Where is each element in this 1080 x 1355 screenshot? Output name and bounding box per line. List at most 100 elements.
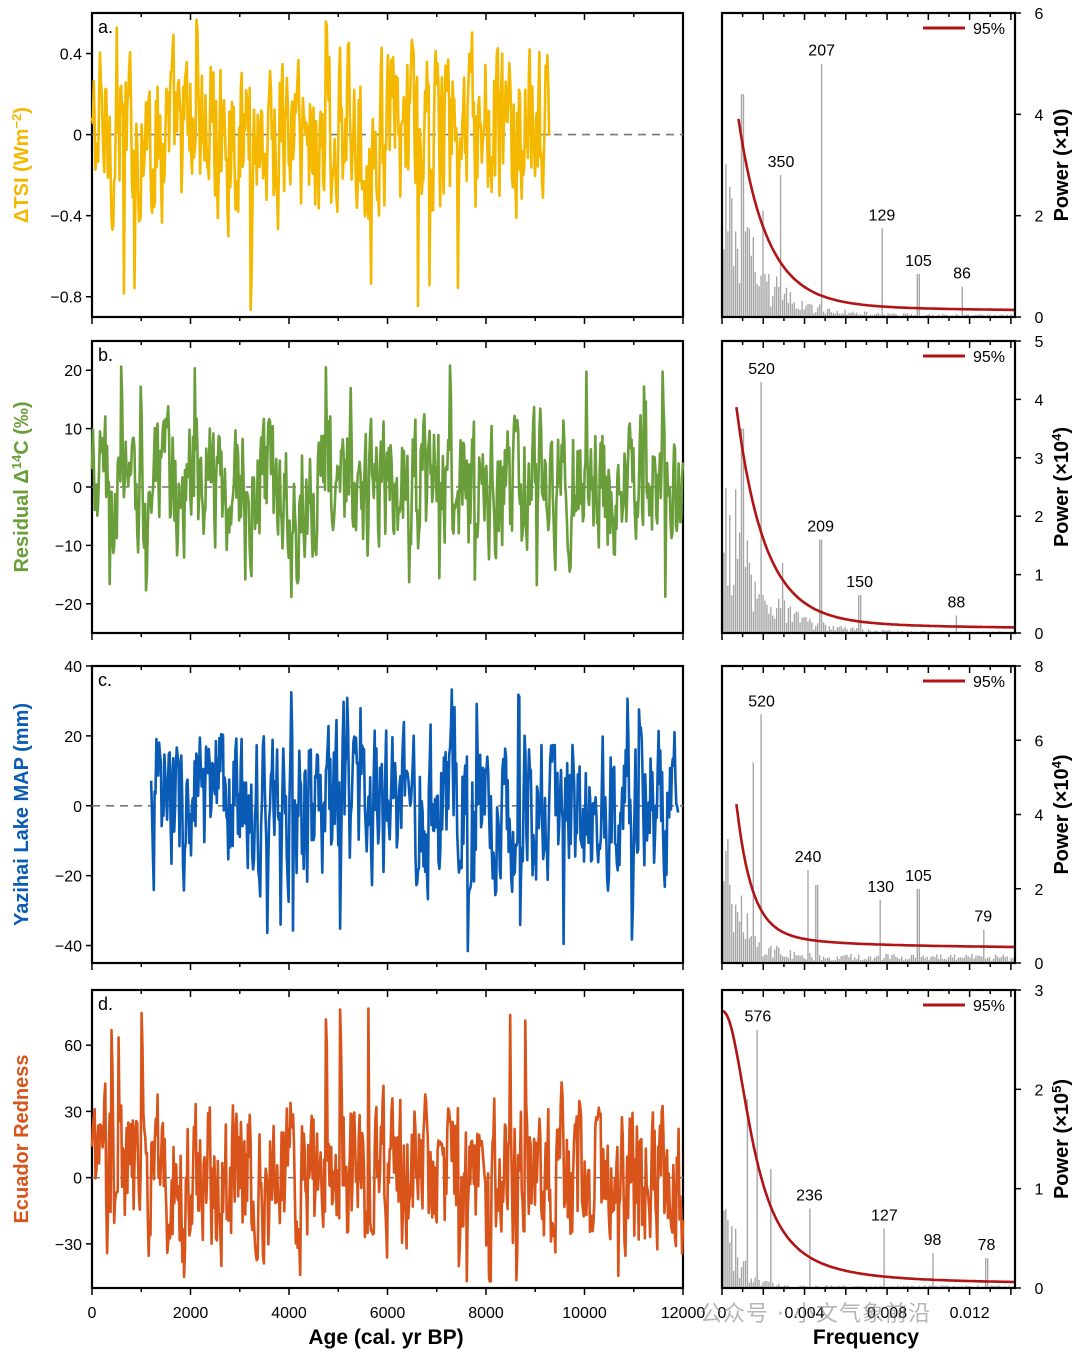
spectrum-bar [740,1267,743,1288]
spectrum-bar [895,956,897,963]
legend-label: 95% [973,21,1005,38]
spectrum-bar [758,286,760,317]
spectrum-bar [899,959,901,963]
spectrum-bar [863,958,866,963]
spectrum-bar [916,273,918,317]
spectrum-bar [766,604,768,633]
spectrum-bar [828,626,831,633]
spectrum-bar [738,921,741,963]
peak-label: 98 [924,1232,942,1249]
spectrum-bar [830,629,833,633]
data-series-line [90,1007,685,1283]
spectrum-bar [723,249,725,317]
y-tick-label: 3 [1035,451,1044,468]
spectrum-bar [742,94,745,317]
spectrum-bar [846,314,848,317]
spectrum-bar [793,613,795,633]
spectrum-bar [860,314,862,317]
spectrum-bar [740,94,743,317]
x-tick-label: 0 [718,1305,727,1322]
spectrum-bar [789,950,792,963]
panel-label: d. [98,994,113,1014]
spectrum-bar [920,957,922,963]
peak-label: 105 [905,868,932,885]
spectrum-bar [987,957,989,963]
x-tick-label: 0.004 [785,1305,825,1322]
plot-frame [720,988,1017,1290]
spectrum-bar [887,313,889,317]
x-axis-title-frequency: Frequency [813,1326,920,1349]
confidence-95-curve [721,1009,1016,1284]
y-tick-label: −10 [55,538,82,555]
spectrum-bar [797,955,799,963]
y-tick-label: 0 [73,1171,82,1188]
y-tick-label: 0 [73,128,82,145]
spectrum-bar [824,1285,827,1288]
spectrum-bar [813,313,815,317]
spectrum-bar [895,314,897,317]
spectrum-bar [733,932,735,963]
spectrum-bar [963,957,965,963]
spectrum-bar [906,1285,909,1288]
spectrum-bar [764,1281,766,1288]
spectrum-bar [903,313,905,317]
y-axis-title-part: 5 [1049,1086,1064,1093]
spectrum-bar [781,299,784,317]
spectrum-bar [838,959,840,963]
spectrum-bar [748,562,751,633]
spectrum-bar [762,956,764,963]
spectrum-bar [844,954,846,963]
y-axis-title-part: C (‰) [11,401,33,454]
spectrum-bar [805,959,807,963]
spectrum-bar [820,539,823,633]
spectrum-bar [846,629,848,633]
spectrum-bar [938,959,940,963]
spectrum-bar [774,949,776,963]
spectrum-bar [904,958,907,963]
spectrum-bar [856,628,858,633]
spectrum-bar [863,311,866,317]
x-tick-label: 8000 [468,1305,504,1322]
spectrum-bar [746,913,749,963]
spectrum-panel-a: 207 350 129 105 86 0 2 4 6 95% Power (×10) [720,6,1073,327]
spectrum-bar [819,539,821,633]
spectrum-bar [889,958,891,963]
time-series-panel-a: 0.4 0 −0.4 −0.8 a. ΔTSI (Wm−2) [9,11,685,324]
spectrum-bar [725,163,727,317]
spectrum-bar [893,954,895,963]
spectrum-bar [756,947,758,963]
spectrum-bar [850,953,852,963]
spectrum-bar [947,957,950,963]
peak-label: 576 [745,1009,772,1026]
spectrum-bar [766,954,768,963]
spectrum-bar [940,954,942,963]
y-tick-label: 6 [1035,6,1044,23]
spectrum-bar [742,932,745,963]
spectrum-bar [819,304,821,317]
spectrum-bar [819,955,821,963]
spectrum-bar [858,595,860,633]
spectrum-bar [873,958,876,963]
spectrum-bar [762,594,764,633]
peak-label: 105 [905,253,932,270]
spectrum-bar [778,1283,780,1288]
spectrum-bar [969,957,971,963]
spectrum-bar [836,956,838,963]
spectrum-bar [799,1285,801,1288]
spectrum-bar [748,1282,751,1288]
spectrum-bar [801,300,803,317]
y-tick-label: 4 [1035,808,1044,825]
spectrum-bar [820,63,823,318]
spectrum-bar [828,957,831,963]
x-tick-label: 2000 [173,1305,209,1322]
spectrum-bar [1010,957,1012,963]
spectrum-bar [791,621,793,633]
spectrum-bar [945,959,948,963]
y-tick-label: 8 [1035,659,1044,676]
x-tick-label: 12000 [661,1305,706,1322]
y-tick-label: −0.8 [50,290,82,307]
spectrum-bar [830,312,833,317]
time-series-panel-c: 40 20 0 −20 −40 c. Yazihai Lake MAP (mm) [11,659,685,970]
spectrum-bar [735,1228,737,1288]
spectrum-bar [733,1270,735,1288]
